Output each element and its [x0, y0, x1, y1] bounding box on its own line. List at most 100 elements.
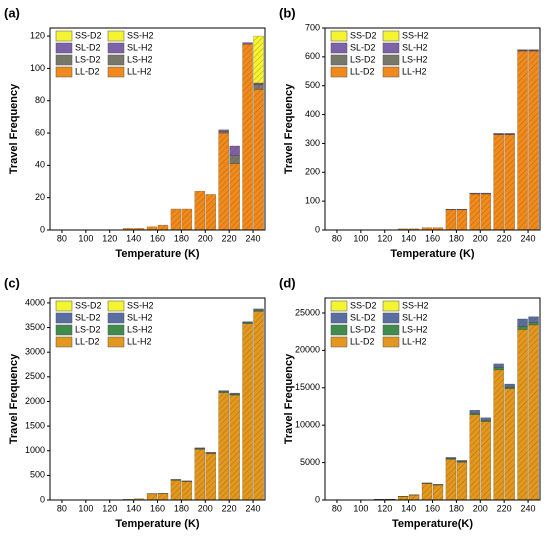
hatch — [409, 228, 420, 230]
y-axis-label: Travel Frequency — [283, 83, 295, 174]
legend-label: SS-H2 — [127, 30, 154, 40]
x-tick-label: 100 — [78, 233, 93, 243]
legend-swatch — [55, 42, 73, 54]
hatch — [528, 316, 539, 323]
hatch — [517, 49, 528, 51]
y-axis-label: Travel Frequency — [8, 83, 20, 174]
x-tick-label: 120 — [102, 233, 117, 243]
hatch — [517, 326, 528, 330]
legend-label: LL-H2 — [402, 336, 427, 346]
legend-label: SL-H2 — [127, 312, 153, 322]
hatch — [480, 193, 491, 194]
legend-swatch — [382, 324, 400, 336]
hatch — [170, 208, 181, 230]
legend-label: LL-D2 — [75, 66, 100, 76]
y-tick-label: 0 — [315, 224, 320, 234]
y-tick-label: 2000 — [25, 396, 45, 406]
x-axis-label: Temperature (K) — [115, 248, 199, 260]
y-tick-label: 0 — [315, 494, 320, 504]
hatch — [229, 393, 240, 395]
hatch — [445, 457, 456, 459]
legend-swatch — [382, 42, 400, 54]
plot-frame — [49, 27, 266, 231]
hatch — [242, 42, 253, 45]
hatch — [229, 394, 240, 396]
hatch — [528, 49, 539, 51]
hatch — [157, 225, 169, 230]
hatch — [504, 388, 515, 500]
legend-swatch — [382, 300, 400, 312]
y-tick-label: 2500 — [25, 371, 45, 381]
hatch — [456, 461, 467, 463]
hatch — [480, 420, 491, 422]
legend-label: LS-D2 — [75, 54, 101, 64]
x-tick-label: 140 — [401, 233, 416, 243]
x-tick-label: 220 — [222, 503, 237, 513]
y-tick-label: 500 — [305, 80, 320, 90]
hatch — [409, 494, 420, 500]
x-tick-label: 140 — [126, 233, 141, 243]
hatch — [205, 194, 216, 230]
x-tick-label: 200 — [473, 503, 488, 513]
legend-swatch — [55, 312, 73, 324]
hatch — [218, 392, 229, 500]
legend-swatch — [330, 336, 348, 348]
hatch — [445, 209, 456, 230]
y-tick-label: 3500 — [25, 322, 45, 332]
y-tick-label: 700 — [305, 22, 320, 32]
hatch — [493, 367, 504, 370]
hatch — [456, 209, 467, 230]
y-tick-label: 600 — [305, 51, 320, 61]
y-tick-label: 4000 — [25, 297, 45, 307]
hatch — [398, 228, 409, 230]
hatch — [469, 414, 480, 500]
hatch — [469, 410, 480, 414]
hatch — [421, 227, 433, 230]
panel: (b) Travel Frequency Temperature (K) 0 100 20… — [279, 5, 541, 260]
hatch — [218, 391, 229, 393]
hatch — [528, 324, 539, 500]
legend-swatch — [330, 66, 348, 78]
hatch — [469, 193, 480, 194]
legend-label: SS-D2 — [75, 30, 102, 40]
hatch — [253, 36, 264, 83]
hatch — [181, 208, 192, 230]
x-tick-label: 200 — [473, 233, 488, 243]
hatch — [480, 421, 491, 500]
hatch — [242, 323, 253, 500]
hatch — [504, 384, 515, 388]
panel: (a) Travel Frequency Temperature (K) 0 20 40 6… — [4, 5, 266, 260]
hatch — [181, 481, 192, 500]
hatch — [253, 84, 264, 90]
x-tick-label: 180 — [449, 503, 464, 513]
hatch — [432, 227, 444, 230]
x-tick-label: 80 — [57, 503, 67, 513]
legend-label: SS-H2 — [402, 30, 429, 40]
legend-label: LS-D2 — [350, 54, 376, 64]
x-tick-label: 80 — [332, 233, 342, 243]
x-tick-label: 100 — [353, 503, 368, 513]
y-tick-label: 40 — [35, 160, 45, 170]
hatch — [504, 133, 515, 135]
y-tick-label: 300 — [305, 138, 320, 148]
legend-label: SS-D2 — [350, 30, 377, 40]
hatch — [242, 321, 253, 323]
y-tick-label: 3000 — [25, 347, 45, 357]
legend-swatch — [382, 336, 400, 348]
legend-label: SL-H2 — [127, 42, 153, 52]
legend-label: SL-H2 — [402, 42, 428, 52]
x-tick-label: 160 — [425, 233, 440, 243]
x-tick-label: 100 — [353, 233, 368, 243]
legend-label: SS-H2 — [127, 300, 154, 310]
legend-swatch — [382, 54, 400, 66]
legend-swatch — [55, 30, 73, 42]
y-tick-label: 60 — [35, 127, 45, 137]
panel: (c) Travel Frequency Temperature (K) 0 500 10… — [4, 275, 266, 530]
hatch — [205, 453, 216, 500]
plot-frame — [324, 297, 541, 501]
hatch — [480, 193, 491, 230]
y-axis-label: Travel Frequency — [8, 353, 20, 444]
legend-swatch — [330, 300, 348, 312]
hatch — [229, 395, 240, 500]
legend-swatch — [55, 324, 73, 336]
